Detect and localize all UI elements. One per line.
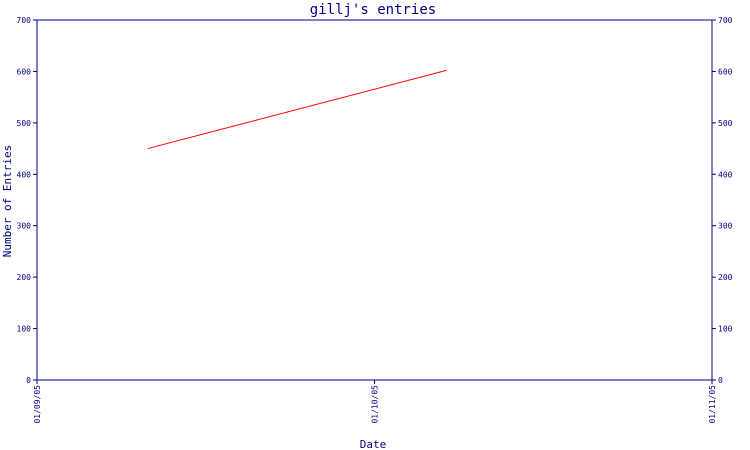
y-tick-label-left: 500: [17, 119, 32, 128]
y-tick-label-left: 200: [17, 273, 32, 282]
y-tick-label-right: 600: [718, 67, 733, 76]
y-tick-label-left: 100: [17, 325, 32, 334]
y-tick-label-right: 0: [718, 376, 723, 385]
y-tick-label-right: 100: [718, 325, 733, 334]
y-tick-label-right: 300: [718, 222, 733, 231]
x-axis: 01/09/05 01/10/05 01/11/05: [33, 380, 717, 424]
series-layer: [147, 69, 447, 150]
series-line: [147, 69, 447, 150]
y-axis-right: 0 100 200 300 400 500 600 700: [712, 16, 733, 385]
y-tick-label-right: 500: [718, 119, 733, 128]
y-tick-label-left: 600: [17, 67, 32, 76]
y-tick-label-left: 400: [17, 170, 32, 179]
x-tick-label: 01/11/05: [708, 385, 717, 424]
y-axis-label: Number of Entries: [1, 145, 14, 258]
y-tick-label-left: 300: [17, 222, 32, 231]
chart-title: gillj's entries: [310, 2, 436, 18]
y-tick-label-right: 400: [718, 170, 733, 179]
y-tick-label-right: 200: [718, 273, 733, 282]
x-tick-label: 01/09/05: [33, 385, 42, 424]
y-axis-left: 0 100 200 300 400 500 600 700: [17, 16, 37, 385]
x-tick-label: 01/10/05: [371, 385, 380, 424]
y-tick-label-left: 0: [26, 376, 31, 385]
y-tick-label-left: 700: [17, 16, 32, 25]
x-axis-label: Date: [360, 438, 387, 450]
y-tick-label-right: 700: [718, 16, 733, 25]
